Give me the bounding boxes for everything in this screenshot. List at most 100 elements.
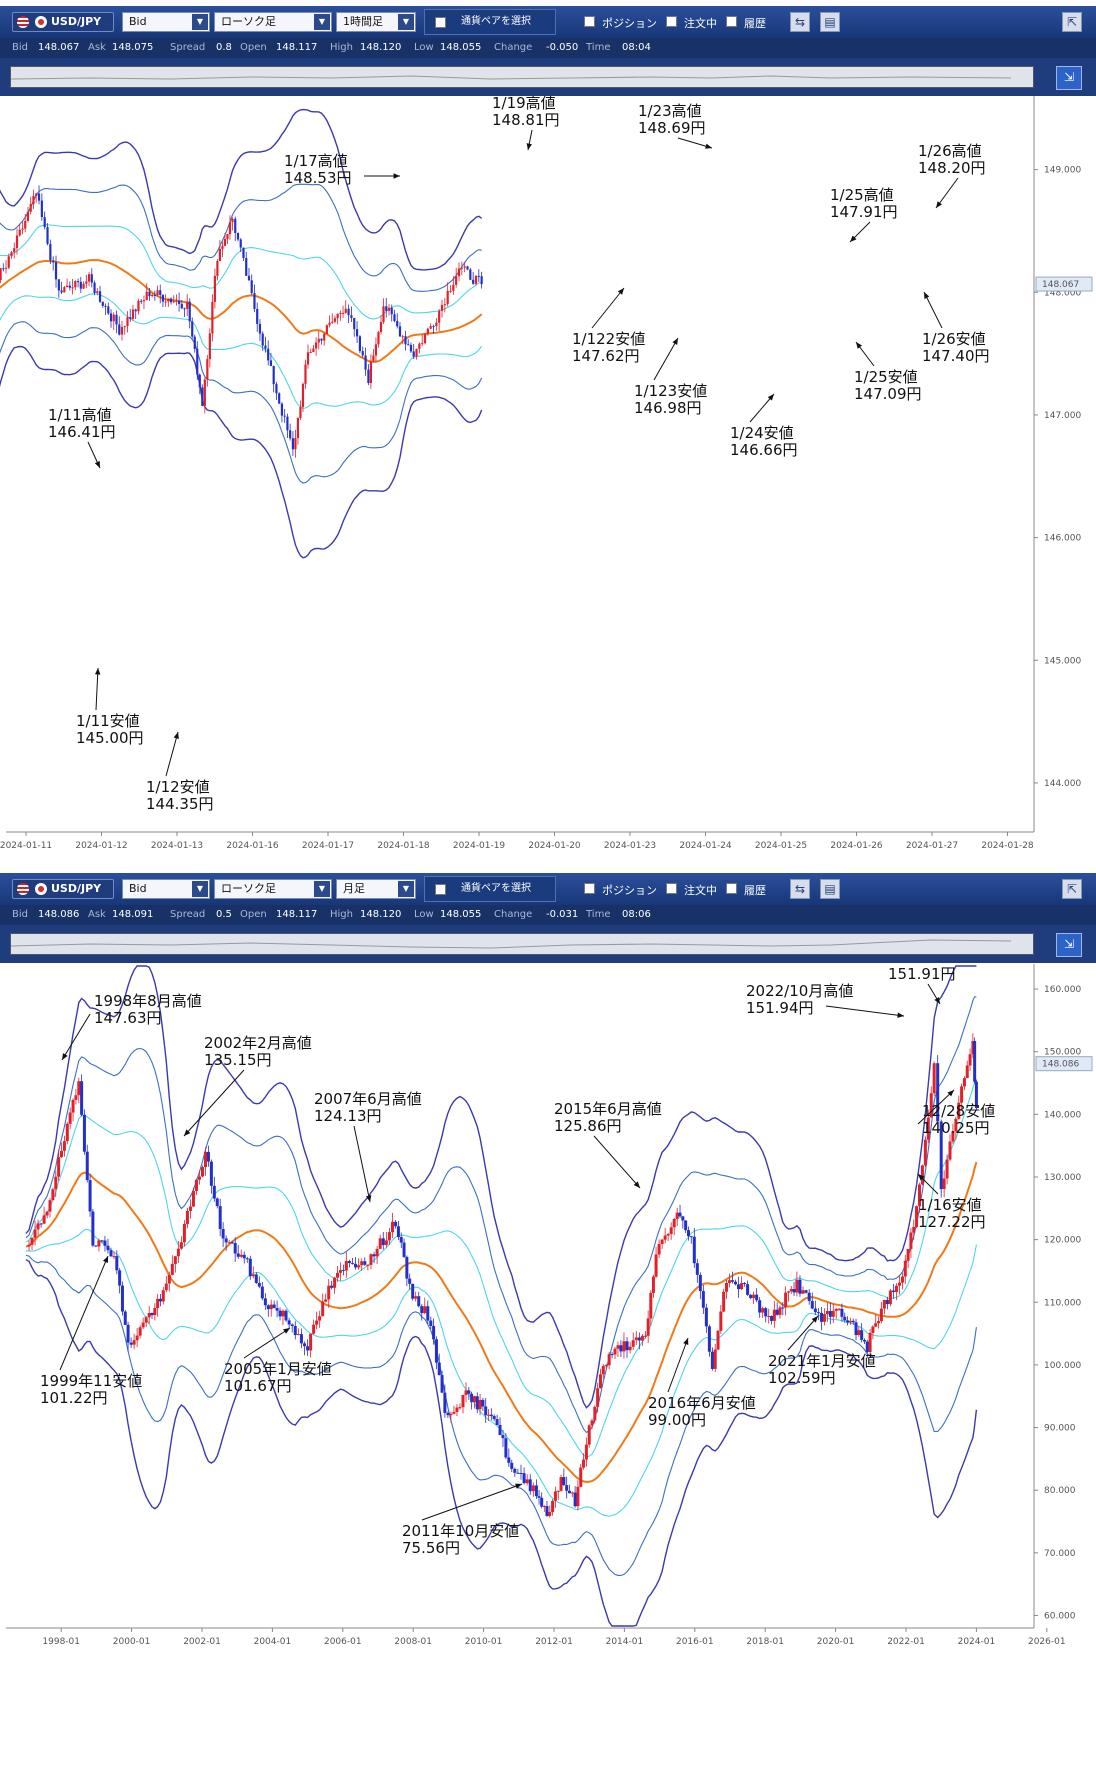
annotation-value: 147.91円 (830, 203, 898, 221)
annotation-arrowhead (184, 1129, 191, 1136)
candle (449, 290, 452, 292)
candle (478, 1399, 482, 1410)
position-checkbox[interactable] (584, 16, 595, 27)
orders-checkbox[interactable] (666, 883, 677, 894)
navigator-toggle-button[interactable]: ⇲ (1056, 933, 1082, 957)
candle (407, 344, 410, 346)
chart-settings-icon[interactable]: ⇆ (790, 879, 810, 899)
candle (452, 1411, 456, 1414)
candle (463, 266, 466, 268)
x-tick-label: 2024-01-11 (0, 841, 52, 851)
candle (857, 1330, 861, 1335)
annotation-arrowhead (934, 997, 940, 1004)
candle (912, 1227, 916, 1233)
candle (294, 438, 297, 450)
candle (98, 291, 102, 302)
chart-monthly[interactable]: 60.000 70.000 80.000 90.000 100.000 110.000 12… (0, 964, 1096, 1774)
navigator-scrollbar[interactable] (10, 66, 1034, 88)
candle (242, 1254, 246, 1259)
candle (489, 1414, 493, 1417)
chart-hourly[interactable]: 144.000 145.000 146.000 147.000 148.000 149.0… (0, 96, 1096, 868)
y-tick-label: 147.000 (1044, 411, 1081, 421)
candle (939, 1121, 943, 1190)
candle (909, 1232, 913, 1250)
candle (144, 1317, 148, 1323)
pair-select-button[interactable]: 通貨ペアを選択 (424, 9, 556, 35)
x-tick-label: 2008-01 (394, 1637, 432, 1647)
candle (150, 1312, 154, 1316)
chart-type-select[interactable]: ローソク足 ▼ (214, 12, 332, 32)
annotation-value: 146.41円 (48, 423, 116, 441)
chart-settings-icon[interactable]: ⇆ (790, 12, 810, 32)
candle (440, 1375, 444, 1393)
candle (446, 1412, 450, 1416)
pair-select-checkbox[interactable] (435, 17, 446, 28)
currency-pair-selector[interactable]: USD/JPY (12, 12, 114, 32)
pair-select-button[interactable]: 通貨ペアを選択 (424, 876, 556, 902)
history-checkbox[interactable] (726, 883, 737, 894)
candle (93, 282, 96, 293)
annotation-title: 1/16安値 (918, 1196, 982, 1214)
currency-pair-selector[interactable]: USD/JPY (12, 879, 114, 899)
candle (675, 1212, 679, 1219)
candle (185, 1210, 189, 1224)
candle (341, 312, 345, 314)
annotation-value: 151.94円 (746, 999, 814, 1017)
candle (57, 1157, 61, 1177)
candle (660, 1239, 664, 1245)
candle (112, 1256, 116, 1258)
candle (942, 1178, 946, 1190)
candle (109, 313, 113, 322)
candle (438, 310, 441, 323)
candle (470, 1393, 474, 1403)
moving-average-line (25, 1161, 978, 1484)
candle (106, 1245, 110, 1251)
timeframe-select[interactable]: 月足 ▼ (336, 879, 416, 899)
candle (338, 1270, 342, 1273)
top-toolbar: USD/JPY Bid ▼ ローソク足 ▼ 1時間足 ▼ 通貨ペアを選択 ポジション … (0, 6, 1096, 39)
candle (432, 326, 435, 328)
candle (900, 1276, 904, 1283)
collapse-icon[interactable]: ⇱ (1062, 12, 1082, 32)
candle (65, 285, 69, 288)
history-checkbox[interactable] (726, 16, 737, 27)
candle (601, 1365, 605, 1375)
chart-type-select[interactable]: ローソク足 ▼ (214, 879, 332, 899)
candle (201, 387, 204, 406)
candle (542, 1506, 546, 1508)
candle (327, 1285, 331, 1300)
navigator-scrollbar[interactable] (10, 933, 1034, 955)
candle (749, 1294, 753, 1299)
chart-window-icon[interactable]: ▤ (820, 879, 840, 899)
plot-area (6, 96, 1034, 832)
x-tick-label: 2004-01 (254, 1637, 292, 1647)
spread-value: 0.5 (216, 909, 232, 920)
pair-select-label: 通貨ペアを選択 (461, 883, 531, 894)
annotation-title: 2011年10月安値 (402, 1522, 519, 1540)
candle (94, 1245, 98, 1247)
position-checkbox[interactable] (584, 883, 595, 894)
annotation-value: 148.69円 (638, 119, 706, 137)
price-type-select[interactable]: Bid ▼ (122, 879, 210, 899)
price-type-select[interactable]: Bid ▼ (122, 12, 210, 32)
candle (435, 322, 438, 327)
collapse-icon[interactable]: ⇱ (1062, 879, 1082, 899)
candle (458, 1407, 462, 1409)
candle (118, 1270, 122, 1286)
annotation-arrowhead (94, 461, 100, 468)
candle (287, 1320, 291, 1325)
current-price-label: 148.086 (1042, 1060, 1079, 1070)
candle (301, 383, 305, 408)
candle (321, 1301, 325, 1317)
chart-window-icon[interactable]: ▤ (820, 12, 840, 32)
candle (375, 1248, 379, 1257)
navigator-toggle-button[interactable]: ⇲ (1056, 66, 1082, 90)
annotation-title: 1/26高値 (918, 142, 982, 160)
pair-select-checkbox[interactable] (435, 884, 446, 895)
candle (734, 1281, 738, 1285)
orders-checkbox[interactable] (666, 16, 677, 27)
timeframe-select[interactable]: 1時間足 ▼ (336, 12, 416, 32)
candle (487, 1414, 491, 1416)
candle (851, 1320, 855, 1323)
x-tick-label: 2006-01 (324, 1637, 362, 1647)
